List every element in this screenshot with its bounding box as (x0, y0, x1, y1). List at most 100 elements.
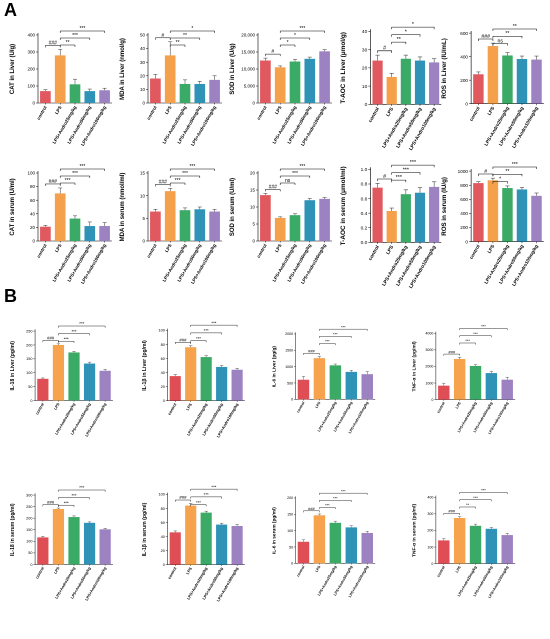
y-axis-title: T-AOC in Liver (μmol/g) (340, 32, 347, 104)
bar-4 (361, 532, 373, 564)
x-category-label: LPS (54, 105, 63, 115)
bar-4 (531, 195, 542, 242)
bar-1 (453, 358, 466, 400)
y-axis-title: T-AOC in serum (μmol/ml) (340, 166, 347, 245)
panel-label-a: A (4, 0, 17, 20)
y-tick-label: 400 (460, 54, 468, 59)
bar-3 (216, 524, 228, 565)
y-tick-label: 60 (161, 357, 165, 361)
x-category-label: LPS+Andro100mg/kg (408, 107, 437, 152)
y-tick-label: 200 (27, 67, 35, 72)
significance-bracket (391, 172, 421, 175)
y-axis-title: IL-1β in serum (pg/ml) (142, 502, 148, 556)
significance-bracket (377, 50, 392, 53)
bar-1 (52, 508, 65, 565)
significance-bracket (175, 342, 191, 345)
bar-4 (531, 59, 542, 104)
y-axis-title: IL-18 in Liver (pg/ml) (10, 341, 16, 391)
bar-3 (216, 366, 228, 401)
y-tick-label: 600 (460, 31, 468, 36)
significance-label: * (412, 22, 414, 28)
y-tick-label: 40 (161, 371, 165, 375)
chart-17: TNF-α in serum (pg/ml) 0 100 200 300 400 contr… (410, 470, 546, 632)
bar-1 (164, 191, 176, 241)
y-tick-label: 0 (252, 239, 255, 244)
chart-12: IL-6 in Liver (pg/g) 0 500 1000 1500 2000 cont… (270, 306, 408, 468)
y-tick-label: 100 (26, 540, 32, 544)
bar-0 (169, 532, 181, 565)
bar-0 (150, 78, 161, 103)
chart-1: MDA in Liver (nmol/g) 0 10 20 30 40 50 control L… (118, 10, 228, 150)
significance-bracket (459, 506, 476, 509)
significance-bracket (42, 504, 59, 507)
y-tick-label: 20 (250, 171, 256, 176)
significance-bracket (265, 53, 281, 57)
significance-bracket (391, 164, 435, 168)
bar-2 (329, 522, 342, 564)
bar-1 (185, 347, 197, 401)
significance-label: *** (79, 164, 85, 170)
y-tick-label: 200 (460, 78, 468, 83)
chart-svg: ROS in Liver (IU/mL) 0 200 400 600 control LPS… (441, 24, 544, 149)
significance-label: *** (182, 171, 188, 177)
significance-bracket (59, 37, 91, 40)
y-tick-label: 200 (460, 225, 468, 230)
bar-3 (345, 371, 358, 400)
x-category-label: control (36, 243, 48, 259)
significance-label: *** (481, 324, 486, 329)
chart-svg: MDA in Liver (nmol/g) 0 10 20 30 40 50 control L… (120, 26, 222, 147)
y-tick-label: 0 (30, 399, 32, 403)
bar-0 (473, 183, 484, 242)
significance-bracket (492, 181, 508, 184)
x-category-label: LPS (455, 565, 462, 574)
significance-bracket (59, 182, 76, 185)
bar-0 (438, 540, 450, 564)
chart-svg: T-AOC in serum (μmol/ml) 0.0 0.2 0.4 0.6 0.8 1… (340, 160, 442, 290)
y-tick-label: 20 (362, 66, 368, 72)
x-category-label: LPS (455, 401, 462, 410)
significance-bracket (459, 335, 492, 338)
significance-bracket (319, 336, 352, 338)
chart-svg: IL-1β in serum (pg/ml) 0 20 40 60 80 100 contro… (142, 484, 245, 602)
significance-bracket (58, 505, 75, 507)
y-tick-label: 0 (142, 101, 145, 106)
significance-label: ### (49, 40, 58, 46)
significance-bracket (443, 353, 460, 356)
significance-label: ** (505, 31, 509, 37)
significance-label: *** (299, 26, 305, 32)
bar-3 (194, 209, 206, 241)
significance-bracket (58, 333, 90, 336)
significance-label: * (499, 176, 501, 182)
y-tick-label: 50 (289, 545, 293, 549)
significance-label: *** (333, 332, 338, 337)
significance-bracket (492, 43, 508, 46)
y-tick-label: 0 (291, 398, 293, 402)
significance-bracket (319, 328, 368, 331)
x-category-label: LPS (274, 243, 283, 253)
y-tick-label: 50 (28, 551, 32, 555)
chart-svg: CAT in serum (U/ml) 0 20 40 60 80 100 control LP… (10, 164, 112, 285)
significance-bracket (279, 168, 325, 171)
bar-4 (429, 62, 440, 105)
significance-label: *** (299, 164, 305, 170)
significance-label: # (161, 33, 164, 39)
significance-label: ns (285, 178, 291, 184)
y-tick-label: 3000 (425, 348, 433, 352)
bar-2 (69, 84, 81, 103)
y-tick-label: 200 (287, 496, 293, 500)
bar-3 (84, 226, 96, 241)
bar-2 (400, 194, 411, 243)
y-tick-label: 15,000 (241, 50, 255, 55)
y-tick-label: 10,000 (241, 67, 255, 72)
significance-label: *** (72, 171, 78, 177)
x-category-label: LPS+Andro25mg/kg (381, 107, 409, 150)
y-tick-label: 0.8 (361, 182, 368, 188)
significance-label: *** (396, 175, 402, 181)
y-tick-label: 60 (30, 198, 36, 203)
x-category-label: LPS (385, 106, 395, 118)
significance-label: ** (505, 169, 509, 175)
y-tick-label: 800 (460, 183, 468, 188)
significance-label: *** (72, 33, 78, 39)
y-tick-label: 200 (427, 529, 433, 533)
significance-bracket (443, 513, 460, 516)
